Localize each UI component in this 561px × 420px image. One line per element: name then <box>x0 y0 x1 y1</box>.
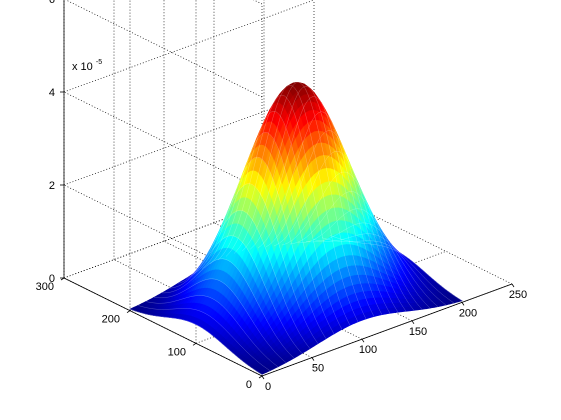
y-tick-label: 200 <box>102 314 120 326</box>
surface-mesh-line <box>169 235 303 354</box>
x-tick-label: 250 <box>509 289 527 301</box>
surface-mesh-line <box>305 222 439 307</box>
surface-patch <box>454 298 463 303</box>
y-tick-mark <box>126 310 131 313</box>
y-tick-mark <box>192 343 197 346</box>
surface-mesh-line <box>313 233 447 306</box>
surface-mesh-line <box>265 130 399 313</box>
surface-mesh-line <box>321 237 455 304</box>
tick-labels: 050100150200250010020030002468 <box>36 0 528 393</box>
x-tick-mark <box>361 338 365 343</box>
z-tick-label: 6 <box>49 0 55 6</box>
z-tick-label: 0 <box>49 273 55 285</box>
surface <box>129 81 463 375</box>
surface-mesh-line <box>298 208 431 309</box>
x-tick-mark <box>261 375 265 380</box>
surface-mesh-line <box>329 235 463 301</box>
surface-mesh-line <box>209 111 343 330</box>
y-tick-label: 0 <box>246 379 252 391</box>
surface-mesh-line <box>201 132 335 334</box>
y-tick-label: 300 <box>36 281 54 293</box>
y-tick-mark <box>258 375 263 379</box>
surface-mesh-line <box>225 85 359 322</box>
surface-mesh-line <box>273 151 407 312</box>
surface-mesh-line <box>289 191 423 310</box>
surface-mesh-line <box>177 210 311 349</box>
x-tick-label: 100 <box>359 344 377 356</box>
axes <box>60 0 515 380</box>
grid-line <box>63 0 315 93</box>
y-axis-line <box>63 277 263 377</box>
x-tick-label: 50 <box>312 363 324 375</box>
grid-line <box>65 0 263 98</box>
surface-mesh-line <box>185 183 319 344</box>
surface-mesh-line <box>281 171 415 311</box>
x-tick-mark <box>461 302 465 306</box>
x-axis-line <box>261 283 513 377</box>
x-tick-label: 150 <box>409 326 427 338</box>
surface-mesh-line <box>249 96 383 315</box>
x-tick-label: 200 <box>459 307 477 319</box>
surface-mesh-line <box>129 308 263 375</box>
x-tick-mark <box>511 283 515 288</box>
z-exponent-power: -5 <box>96 59 102 66</box>
x-tick-mark <box>311 357 315 361</box>
surface-mesh-line <box>217 94 351 326</box>
surface-mesh-line <box>257 111 391 314</box>
z-exponent-label: x 10 -5 <box>72 59 102 73</box>
grid-line <box>313 185 513 285</box>
surface-mesh-line <box>241 86 375 317</box>
z-tick-label: 4 <box>49 87 55 99</box>
grid-line <box>63 91 263 191</box>
surface-mesh-line <box>162 258 295 359</box>
y-tick-label: 100 <box>168 346 186 358</box>
z-tick-label: 2 <box>49 180 55 192</box>
surface-mesh-line <box>145 295 279 367</box>
x-tick-mark <box>411 320 415 325</box>
surface-mesh-line <box>233 82 367 319</box>
surface-mesh-line <box>193 156 327 339</box>
z-exponent-base: x 10 <box>72 61 93 73</box>
x-tick-label: 0 <box>265 381 271 393</box>
grid-line <box>253 0 263 5</box>
surface-mesh-line <box>153 278 287 363</box>
surface-mesh-line <box>137 305 271 371</box>
